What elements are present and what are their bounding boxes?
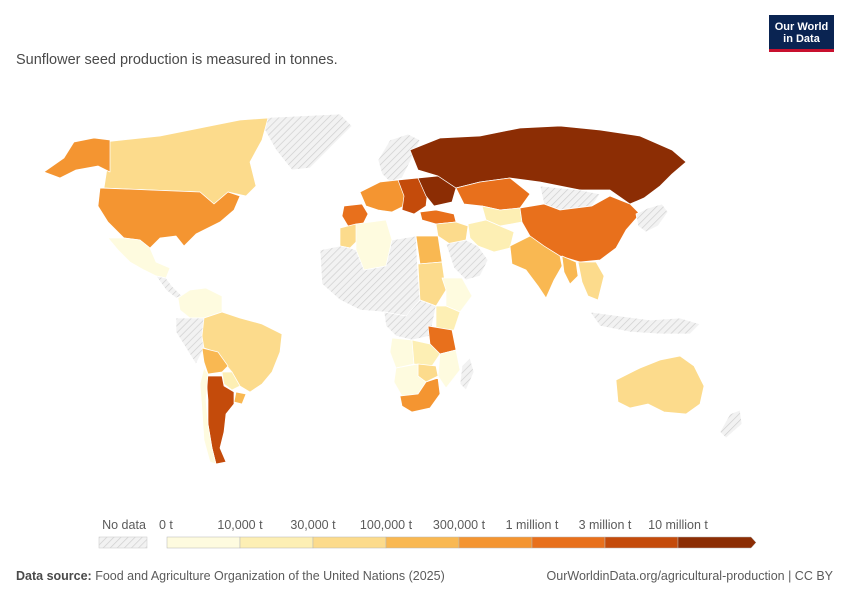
map-region-new-zealand[interactable] (719, 409, 743, 439)
legend-swatch-0[interactable] (166, 536, 241, 549)
legend-tick-label-5: 1 million t (506, 518, 559, 532)
legend-tick-label-6: 3 million t (579, 518, 632, 532)
source-text: Food and Agriculture Organization of the… (95, 569, 445, 583)
map-region-mexico[interactable] (107, 237, 171, 279)
map-region-madagascar[interactable] (459, 357, 475, 391)
chart-subtitle: Sunflower seed production is measured in… (16, 52, 338, 68)
map-region-central-america[interactable] (155, 275, 183, 299)
map-region-scandinavia[interactable] (377, 133, 421, 183)
map-region-colombia-venezuela[interactable] (177, 287, 223, 319)
legend-swatch-6[interactable] (604, 536, 679, 549)
map-region-india[interactable] (509, 235, 563, 299)
map-region-alaska[interactable] (43, 137, 111, 179)
map-region-australia[interactable] (615, 355, 705, 415)
map-region-sudan-south[interactable] (417, 261, 447, 307)
logo-underline (769, 49, 834, 52)
map-region-uruguay[interactable] (233, 391, 247, 405)
map-region-angola[interactable] (389, 337, 415, 369)
map-region-south-africa[interactable] (399, 377, 441, 413)
legend-swatch-2[interactable] (312, 536, 387, 549)
legend-swatch-7[interactable] (677, 536, 757, 549)
owid-logo[interactable]: Our World in Data (769, 15, 834, 52)
legend-swatch-3[interactable] (385, 536, 460, 549)
map-region-mozambique[interactable] (437, 349, 461, 389)
footer-url[interactable]: OurWorldinData.org/agricultural-producti… (546, 569, 833, 583)
legend-no-data-swatch (98, 536, 148, 549)
logo-line-2: in Data (783, 33, 820, 45)
map-region-indonesia[interactable] (589, 311, 701, 335)
map-region-sudan[interactable] (415, 235, 443, 265)
map-region-peru-ecuador[interactable] (175, 317, 205, 365)
legend-swatch-1[interactable] (239, 536, 314, 549)
map-region-paraguay[interactable] (221, 371, 241, 391)
map-region-sahara[interactable] (319, 235, 421, 317)
legend-tick-label-7: 10 million t (648, 518, 708, 532)
world-map (43, 113, 743, 465)
map-region-usa[interactable] (97, 187, 241, 249)
legend-tick-label-1: 10,000 t (217, 518, 263, 532)
map-region-japan-korea[interactable] (635, 203, 669, 233)
legend-swatch-4[interactable] (458, 536, 533, 549)
map-region-morocco[interactable] (339, 223, 361, 249)
logo-line-1: Our World (774, 21, 829, 33)
legend-tick-label-0: 0 t (159, 518, 173, 532)
source-label: Data source: (16, 569, 92, 583)
map-region-zambia[interactable] (411, 339, 441, 367)
legend-tick-label-2: 30,000 t (290, 518, 336, 532)
map-region-turkey[interactable] (419, 209, 457, 225)
map-region-southeast-asia[interactable] (577, 261, 605, 301)
map-region-chile[interactable] (199, 367, 217, 465)
map-region-greenland[interactable] (257, 113, 353, 171)
map-region-arabia[interactable] (445, 239, 489, 281)
map-region-myanmar[interactable] (561, 255, 579, 285)
map-legend: No data 0 t 10,000 t 30,000 t 100,000 t 300,… (98, 518, 757, 549)
footer-source: Data source: Food and Agriculture Organi… (16, 569, 445, 583)
legend-tick-label-4: 300,000 t (433, 518, 486, 532)
legend-bins: 0 t 10,000 t 30,000 t 100,000 t 300,000 t 1 m… (159, 518, 757, 549)
legend-swatch-5[interactable] (531, 536, 606, 549)
legend-tick-label-3: 100,000 t (360, 518, 413, 532)
legend-no-data-label: No data (102, 518, 146, 532)
